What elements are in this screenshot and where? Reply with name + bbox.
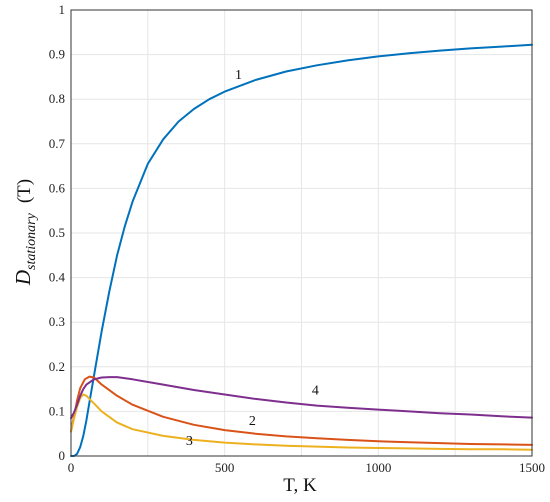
y-tick-label: 0: [59, 448, 66, 463]
series-lines: [70, 43, 533, 457]
y-tick-label: 1: [59, 2, 66, 17]
plot-frame: [70, 9, 533, 457]
x-tick-label: 1500: [519, 460, 545, 475]
y-tick-label: 0.9: [49, 47, 65, 62]
y-tick-label: 0.2: [49, 359, 65, 374]
y-axis-title-sub: stationary: [24, 212, 39, 270]
y-tick-label: 0.3: [49, 314, 65, 329]
curve-label-4: 4: [312, 383, 319, 398]
curve-label-1: 1: [235, 68, 242, 83]
y-tick-label: 0.1: [49, 403, 65, 418]
grid: [70, 9, 533, 457]
y-axis-title: Dstationary (T): [11, 179, 39, 286]
x-axis-title: T, K: [283, 475, 317, 496]
x-tick-label: 1000: [365, 460, 391, 475]
y-axis-title-main: D: [11, 270, 35, 286]
y-tick-label: 0.4: [49, 270, 66, 285]
series-line-2: [70, 375, 533, 446]
curve-labels: 1 2 3 4: [186, 68, 319, 449]
y-tick-label: 0.7: [49, 136, 66, 151]
x-tick-label: 500: [215, 460, 235, 475]
y-axis-title-suffix: (T): [14, 179, 35, 203]
y-tick-labels: 0 0.1 0.2 0.3 0.4 0.5 0.6 0.7 0.8 0.9 1: [49, 2, 66, 463]
y-tick-label: 0.8: [49, 91, 65, 106]
x-tick-label: 0: [68, 460, 75, 475]
curve-label-2: 2: [249, 414, 256, 429]
y-tick-label: 0.5: [49, 225, 65, 240]
curve-label-3: 3: [186, 434, 193, 449]
series-line-4: [70, 376, 533, 420]
x-tick-labels: 0 500 1000 1500: [68, 460, 545, 475]
y-tick-label: 0.6: [49, 180, 66, 195]
series-line-1: [70, 43, 533, 457]
series-line-3: [70, 393, 533, 451]
